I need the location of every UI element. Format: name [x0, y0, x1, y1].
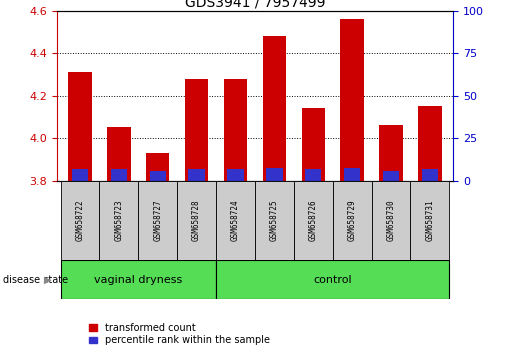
Text: GSM658728: GSM658728: [192, 200, 201, 241]
Bar: [216, 181, 255, 260]
Text: GSM658724: GSM658724: [231, 200, 240, 241]
Bar: [380, 125, 403, 181]
Bar: [383, 171, 399, 181]
Bar: [418, 106, 441, 181]
Bar: [177, 181, 216, 260]
Bar: [149, 171, 166, 181]
Bar: [294, 181, 333, 260]
Bar: [344, 168, 360, 181]
Bar: [340, 19, 364, 181]
Text: disease state: disease state: [3, 275, 67, 285]
Bar: [146, 153, 169, 181]
Bar: [333, 181, 371, 260]
Legend: transformed count, percentile rank within the sample: transformed count, percentile rank withi…: [87, 321, 272, 347]
Bar: [263, 36, 286, 181]
Text: GSM658730: GSM658730: [386, 200, 396, 241]
Bar: [305, 169, 321, 181]
Text: GSM658729: GSM658729: [348, 200, 356, 241]
Text: ▶: ▶: [44, 275, 52, 285]
Bar: [266, 168, 283, 181]
Bar: [188, 169, 205, 181]
Text: GSM658722: GSM658722: [76, 200, 84, 241]
Bar: [107, 127, 130, 181]
Bar: [255, 181, 294, 260]
Bar: [371, 181, 410, 260]
Text: GSM658725: GSM658725: [270, 200, 279, 241]
Text: GSM658723: GSM658723: [114, 200, 124, 241]
Bar: [410, 181, 449, 260]
Bar: [68, 72, 92, 181]
Text: GSM658731: GSM658731: [425, 200, 434, 241]
Text: control: control: [313, 275, 352, 285]
Text: vaginal dryness: vaginal dryness: [94, 275, 182, 285]
Bar: [185, 79, 208, 181]
Bar: [61, 181, 99, 260]
Text: GSM658727: GSM658727: [153, 200, 162, 241]
Bar: [61, 260, 216, 299]
Bar: [139, 181, 177, 260]
Text: GSM658726: GSM658726: [308, 200, 318, 241]
Bar: [227, 169, 244, 181]
Bar: [422, 169, 438, 181]
Bar: [216, 260, 449, 299]
Bar: [99, 181, 139, 260]
Bar: [72, 169, 88, 181]
Bar: [302, 108, 325, 181]
Bar: [111, 169, 127, 181]
Bar: [224, 79, 247, 181]
Title: GDS3941 / 7957499: GDS3941 / 7957499: [185, 0, 325, 10]
